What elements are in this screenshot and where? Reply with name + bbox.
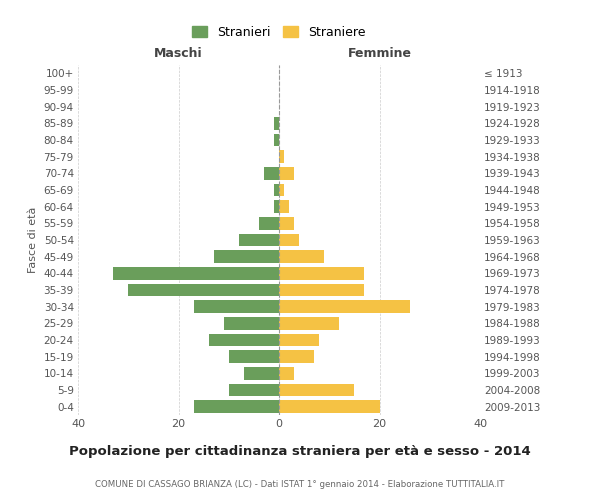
Bar: [279, 367, 294, 380]
Text: Femmine: Femmine: [347, 47, 412, 60]
Text: COMUNE DI CASSAGO BRIANZA (LC) - Dati ISTAT 1° gennaio 2014 - Elaborazione TUTTI: COMUNE DI CASSAGO BRIANZA (LC) - Dati IS…: [95, 480, 505, 489]
Bar: [239, 234, 279, 246]
Bar: [279, 200, 289, 213]
Bar: [194, 300, 279, 313]
Bar: [259, 217, 279, 230]
Bar: [279, 234, 299, 246]
Text: Popolazione per cittadinanza straniera per età e sesso - 2014: Popolazione per cittadinanza straniera p…: [69, 445, 531, 458]
Bar: [113, 267, 279, 280]
Y-axis label: Fasce di età: Fasce di età: [28, 207, 38, 273]
Bar: [229, 384, 279, 396]
Bar: [224, 317, 279, 330]
Bar: [279, 250, 324, 263]
Bar: [274, 184, 279, 196]
Bar: [279, 184, 284, 196]
Bar: [274, 117, 279, 130]
Bar: [279, 300, 410, 313]
Bar: [279, 150, 284, 163]
Bar: [274, 134, 279, 146]
Bar: [279, 284, 364, 296]
Legend: Stranieri, Straniere: Stranieri, Straniere: [192, 26, 366, 39]
Bar: [279, 384, 355, 396]
Bar: [229, 350, 279, 363]
Bar: [279, 217, 294, 230]
Bar: [279, 400, 380, 413]
Bar: [264, 167, 279, 179]
Bar: [128, 284, 279, 296]
Bar: [194, 400, 279, 413]
Bar: [279, 167, 294, 179]
Bar: [279, 334, 319, 346]
Bar: [274, 200, 279, 213]
Bar: [214, 250, 279, 263]
Bar: [279, 317, 340, 330]
Bar: [279, 350, 314, 363]
Bar: [279, 267, 364, 280]
Bar: [209, 334, 279, 346]
Bar: [244, 367, 279, 380]
Text: Maschi: Maschi: [154, 47, 203, 60]
